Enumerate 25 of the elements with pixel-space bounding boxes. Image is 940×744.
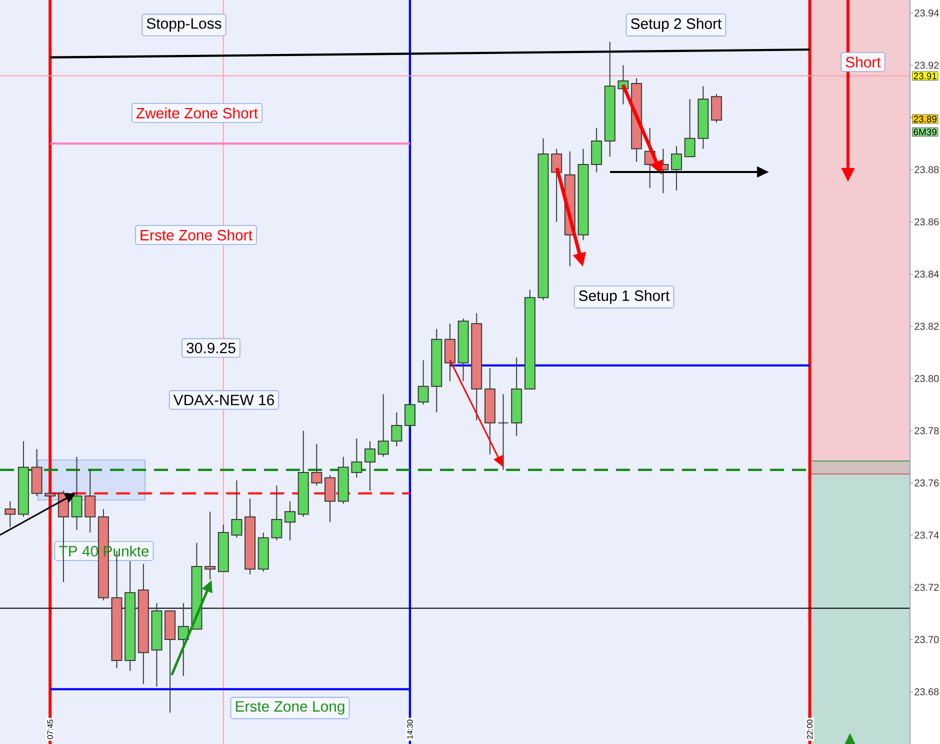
y-tick-label: 23.92 [914,62,939,69]
text: 23.91 [914,72,936,80]
y-tick-label: 23.84 [914,270,939,278]
y-tick-label: 23.72 [914,584,939,591]
y-tick-label: 23.74 [914,532,939,539]
annotation: 30.9.25 [186,342,236,354]
series-label: Stopp-Loss [146,18,222,32]
y-tick-label: 23.82 [914,322,939,330]
annotation: Setup 2 Short [630,18,722,32]
y-tick-label: 23.76 [914,479,939,486]
annotation: VDAX-NEW 16 [173,394,274,406]
y-tick-label: 23.78 [914,427,939,434]
annotation: Short [846,56,881,68]
text: 6M39 [914,128,936,136]
text: 23.89 [914,116,936,122]
y-tick-label: 23.94 [914,10,939,17]
y-tick-label: 23.80 [914,374,939,382]
series-label: Zweite Zone Short [136,107,258,118]
y-tick-label: 23.86 [914,218,939,226]
series-label: Erste Zone Long [236,701,344,715]
y-tick-label: 23.88 [914,166,939,174]
y-tick-label: 23.68 [914,688,939,696]
annotation: Setup 1 Short [578,290,670,304]
y-tick-label: 23.70 [914,636,939,644]
annotation: Erste Zone Short [140,229,252,240]
